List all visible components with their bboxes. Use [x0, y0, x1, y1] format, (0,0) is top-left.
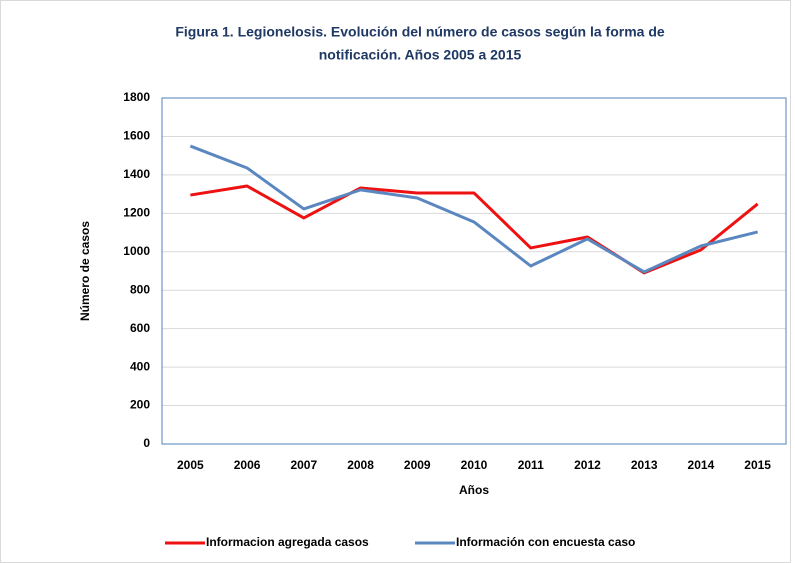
x-axis-label: Años [459, 483, 489, 497]
chart-title: Figura 1. Legionelosis. Evolución del nú… [175, 24, 665, 40]
x-tick-label: 2005 [177, 458, 204, 472]
x-tick-label: 2013 [631, 458, 658, 472]
x-tick-label: 2009 [404, 458, 431, 472]
chart-title: notificación. Años 2005 a 2015 [319, 47, 522, 63]
x-tick-label: 2012 [574, 458, 601, 472]
y-tick-label: 200 [130, 398, 150, 412]
series-line [190, 184, 759, 275]
x-tick-label: 2014 [688, 458, 715, 472]
y-axis-label: Número de casos [78, 221, 92, 321]
x-tick-label: 2011 [518, 458, 544, 472]
y-tick-label: 0 [143, 436, 150, 450]
legend-label: Informacion agregada casos [206, 535, 369, 549]
y-tick-label: 1200 [123, 206, 150, 220]
y-tick-label: 1400 [123, 167, 150, 181]
plot-border [161, 97, 787, 445]
series-line [189, 144, 758, 274]
legend-label: Información con encuesta caso [456, 535, 635, 549]
x-tick-label: 2006 [234, 458, 261, 472]
y-tick-label: 1000 [123, 244, 150, 258]
x-tick-label: 2007 [290, 458, 317, 472]
x-tick-label: 2015 [744, 458, 771, 472]
x-tick-label: 2010 [461, 458, 488, 472]
y-tick-label: 1600 [123, 129, 150, 143]
y-tick-label: 600 [130, 321, 150, 335]
y-tick-label: 800 [130, 282, 150, 296]
x-tick-label: 2008 [347, 458, 374, 472]
y-tick-label: 1800 [123, 90, 150, 104]
y-tick-label: 400 [130, 359, 150, 373]
